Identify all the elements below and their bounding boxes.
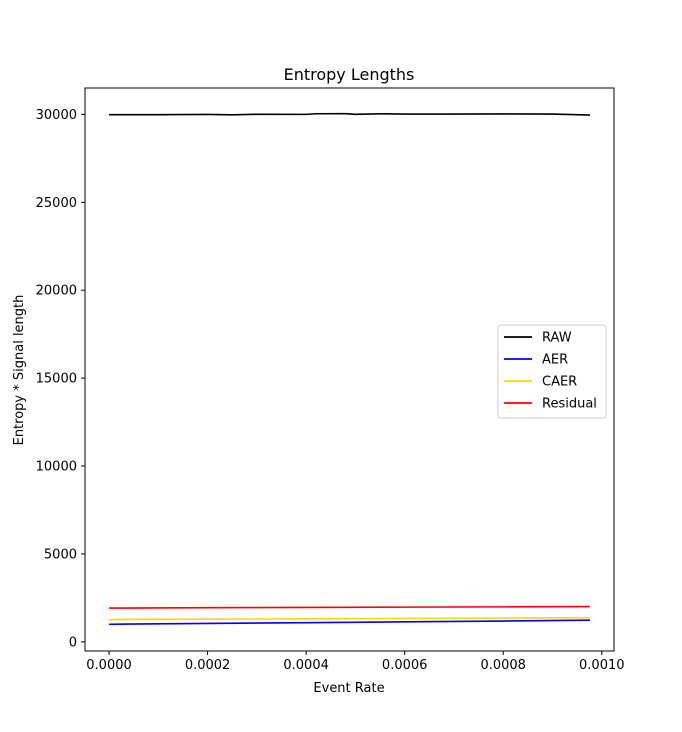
legend-label-caer: CAER xyxy=(542,375,577,390)
x-tick-label: 0.0006 xyxy=(382,658,428,673)
y-axis-label: Entropy * Signal length xyxy=(12,295,27,446)
y-tick-label: 0 xyxy=(69,635,77,650)
x-axis-label: Event Rate xyxy=(313,681,384,696)
x-tick-label: 0.0000 xyxy=(86,658,132,673)
y-tick-label: 15000 xyxy=(36,372,77,387)
series-line-residual xyxy=(109,605,590,609)
y-tick-label: 10000 xyxy=(36,460,77,475)
x-tick-label: 0.0010 xyxy=(579,658,625,673)
legend-label-residual: Residual xyxy=(542,397,597,412)
series-line-aer xyxy=(109,619,590,626)
y-tick-label: 5000 xyxy=(44,547,77,562)
x-tick-label: 0.0008 xyxy=(480,658,526,673)
series-line-caer xyxy=(109,616,590,621)
plot-area xyxy=(84,87,615,652)
axes-frame xyxy=(84,87,615,652)
x-tick-label: 0.0002 xyxy=(185,658,231,673)
series-line-raw xyxy=(109,112,590,116)
legend-label-raw: RAW xyxy=(542,331,572,346)
x-tick-label: 0.0004 xyxy=(283,658,329,673)
x-axis: 0.0000 0.0002 0.0004 0.0006 0.0008 0.0010 xyxy=(86,651,625,673)
chart-title: Entropy Lengths xyxy=(284,65,415,84)
y-tick-label: 20000 xyxy=(36,284,77,299)
y-axis: 0 5000 10000 15000 20000 25000 30000 xyxy=(36,108,85,650)
legend-label-aer: AER xyxy=(542,353,568,368)
legend-box xyxy=(497,324,607,419)
legend: RAW AER CAER Residual xyxy=(497,324,607,419)
y-tick-label: 25000 xyxy=(36,196,77,211)
y-tick-label: 30000 xyxy=(36,108,77,123)
